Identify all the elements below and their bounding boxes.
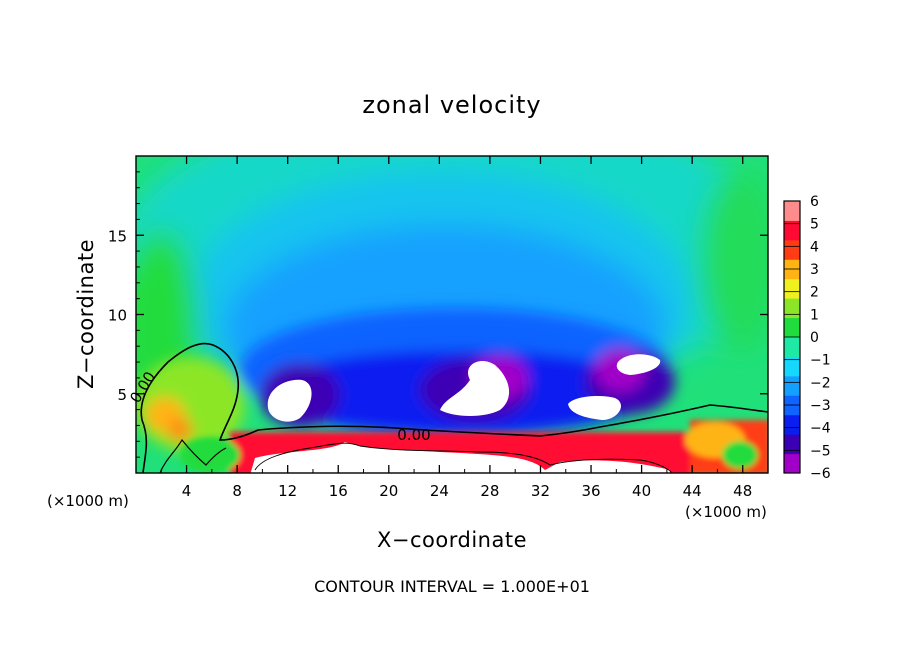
- x-tick-label: 32: [531, 482, 550, 500]
- colorbar-label: 2: [810, 285, 819, 301]
- heatmap-field: [136, 156, 768, 473]
- x-tick-label: 4: [182, 482, 192, 500]
- x-tick-label: 28: [480, 482, 499, 500]
- colorbar-label: −1: [810, 353, 831, 369]
- x-tick-label: 44: [683, 482, 702, 500]
- contour-interval-note: CONTOUR INTERVAL = 1.000E+01: [314, 577, 590, 596]
- x-axis-label: X−coordinate: [377, 528, 527, 552]
- colorbar-swatch: [784, 298, 800, 319]
- y-tick-label: 5: [117, 386, 127, 404]
- colorbar-label: 4: [810, 239, 819, 255]
- colorbar-label: −2: [810, 375, 831, 391]
- contour-label-center: 0.00: [397, 426, 430, 444]
- y-tick-label: 15: [108, 227, 127, 245]
- colorbar-label: −3: [810, 398, 831, 414]
- chart-title: zonal velocity: [362, 91, 541, 119]
- y-axis-ticks: 5 10 15: [108, 171, 768, 458]
- colorbar-swatch: [784, 337, 800, 357]
- colorbar-swatch: [784, 375, 800, 396]
- x-tick-label: 12: [278, 482, 297, 500]
- y-axis-label: Z−coordinate: [74, 239, 98, 389]
- colorbar: 6 5 4 3 2 1 0 −1 −2 −3 −4 −5 −6: [783, 194, 831, 482]
- x-unit-right: (×1000 m): [685, 503, 767, 521]
- colorbar-swatch: [784, 278, 800, 299]
- colorbar-label: 1: [810, 307, 819, 323]
- x-tick-label: 40: [632, 482, 651, 500]
- colorbar-swatch: [784, 414, 800, 435]
- colorbar-swatch: [784, 220, 800, 241]
- colorbar-swatch: [784, 434, 800, 455]
- colorbar-label: 0: [810, 330, 819, 346]
- x-tick-label: 36: [581, 482, 600, 500]
- colorbar-label: −4: [810, 421, 831, 437]
- colorbar-label: 6: [810, 194, 819, 210]
- y-tick-label: 10: [108, 307, 127, 325]
- colorbar-label: 5: [810, 217, 819, 233]
- x-tick-label: 8: [232, 482, 242, 500]
- colorbar-swatch: [784, 356, 800, 377]
- colorbar-swatch: [784, 453, 800, 474]
- colorbar-swatch: [784, 201, 800, 221]
- colorbar-label: −5: [810, 443, 831, 459]
- colorbar-swatch: [784, 317, 800, 338]
- x-tick-label: 16: [329, 482, 348, 500]
- x-tick-label: 20: [379, 482, 398, 500]
- colorbar-label: −6: [810, 466, 831, 482]
- colorbar-swatch: [784, 239, 800, 260]
- x-tick-label: 48: [733, 482, 752, 500]
- x-tick-label: 24: [430, 482, 449, 500]
- colorbar-label: 3: [810, 262, 819, 278]
- x-unit-left: (×1000 m): [47, 492, 129, 510]
- x-axis-ticks: 4 8 12 16 20 24 28 32 36 40 44 48: [160, 156, 752, 500]
